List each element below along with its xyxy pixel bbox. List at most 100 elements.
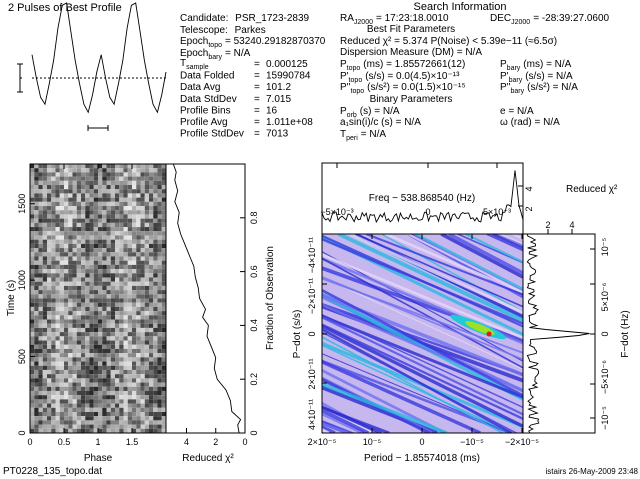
heatmap-cell — [144, 311, 149, 316]
heatmap-cell — [93, 353, 98, 358]
heatmap-cell — [55, 294, 60, 299]
heatmap-cell — [59, 428, 64, 433]
heatmap-cell — [42, 382, 47, 387]
heatmap-cell — [68, 353, 73, 358]
heatmap-cell — [98, 302, 103, 307]
heatmap-cell — [72, 281, 77, 286]
heatmap-cell — [106, 256, 111, 261]
heatmap-cell — [127, 176, 132, 181]
heatmap-cell — [119, 206, 124, 211]
heatmap-cell — [38, 407, 43, 412]
heatmap-cell — [132, 298, 137, 303]
heatmap-cell — [89, 374, 94, 379]
heatmap-cell — [34, 290, 39, 295]
heatmap-cell — [123, 327, 128, 333]
heatmap-cell — [110, 416, 115, 421]
heatmap-cell — [89, 353, 94, 358]
heatmap-cell — [55, 281, 60, 286]
heatmap-cell — [72, 277, 77, 282]
heatmap-cell — [98, 239, 103, 244]
heatmap-cell — [102, 416, 107, 421]
heatmap-cell — [153, 235, 158, 240]
heatmap-cell — [59, 218, 64, 223]
heatmap-cell — [47, 164, 52, 169]
heatmap-cell — [38, 256, 43, 261]
heatmap-cell — [140, 231, 145, 236]
heatmap-cell — [64, 298, 69, 303]
heatmap-cell — [81, 365, 86, 370]
heatmap-cell — [127, 193, 132, 198]
heatmap-cell — [81, 285, 86, 291]
heatmap-cell — [127, 164, 132, 169]
heatmap-cell — [59, 416, 64, 421]
heatmap-cell — [161, 243, 166, 249]
heatmap-cell — [55, 369, 60, 375]
heatmap-cell — [153, 369, 158, 375]
heatmap-cell — [98, 222, 103, 228]
heatmap-cell — [89, 176, 94, 181]
heatmap-cell — [89, 344, 94, 349]
heatmap-cell — [106, 180, 111, 186]
heatmap-cell — [119, 361, 124, 366]
heatmap-cell — [68, 273, 73, 278]
heatmap-cell — [85, 348, 90, 354]
heatmap-cell — [106, 382, 111, 387]
heatmap-cell — [115, 164, 120, 169]
heatmap-cell — [140, 197, 145, 202]
heatmap-cell — [106, 281, 111, 286]
heatmap-cell — [98, 323, 103, 328]
heatmap-cell — [102, 399, 107, 404]
heatmap-cell — [110, 311, 115, 316]
heatmap-cell — [149, 285, 154, 291]
heatmap-cell — [123, 290, 128, 295]
heatmap-cell — [30, 369, 35, 375]
svg-text:Ptopo(ms) = 1.85572661(12): Ptopo (ms) = 1.85572661(12) — [340, 59, 465, 72]
heatmap-cell — [47, 243, 52, 249]
heatmap-cell — [157, 407, 162, 412]
heatmap-cell — [119, 285, 124, 291]
heatmap-cell — [47, 214, 52, 219]
heatmap-cell — [51, 428, 56, 433]
epoch-bary-value: = N/A — [225, 48, 251, 59]
heatmap-cell — [140, 248, 145, 253]
heatmap-cell — [153, 315, 158, 320]
heatmap-cell — [55, 319, 60, 324]
heatmap-cell — [89, 269, 94, 274]
heatmap-cell — [110, 239, 115, 244]
heatmap-cell — [68, 197, 73, 202]
heatmap-cell — [76, 348, 81, 354]
heatmap-cell — [106, 172, 111, 177]
heatmap-cell — [102, 227, 107, 232]
heatmap-cell — [110, 348, 115, 354]
heatmap-cell — [68, 294, 73, 299]
heatmap-cell — [42, 386, 47, 391]
heatmap-cell — [34, 298, 39, 303]
heatmap-cell — [47, 189, 52, 194]
heatmap-cell — [38, 382, 43, 387]
heatmap-cell — [93, 407, 98, 412]
heatmap-cell — [102, 306, 107, 312]
heatmap-cell — [144, 420, 149, 425]
heatmap-cell — [85, 428, 90, 433]
heatmap-cell — [51, 168, 56, 173]
heatmap-cell — [89, 420, 94, 425]
ppdot-stripe — [322, 411, 365, 433]
heatmap-cell — [102, 386, 107, 391]
heatmap-cell — [34, 340, 39, 345]
heatmap-cell — [76, 185, 81, 190]
heatmap-cell — [34, 369, 39, 375]
heatmap-cell — [55, 361, 60, 366]
peak-marker — [486, 331, 492, 337]
heatmap-cell — [98, 369, 103, 375]
heatmap-cell — [38, 239, 43, 244]
heatmap-cell — [64, 407, 69, 412]
heatmap-cell — [51, 378, 56, 383]
heatmap-cell — [115, 281, 120, 286]
heatmap-cell — [42, 185, 47, 190]
heatmap-cell — [161, 239, 166, 244]
heatmap-cell — [51, 416, 56, 421]
heatmap-cell — [98, 281, 103, 286]
heatmap-cell — [119, 348, 124, 354]
heatmap-cell — [136, 357, 141, 362]
heatmap-cell — [85, 294, 90, 299]
